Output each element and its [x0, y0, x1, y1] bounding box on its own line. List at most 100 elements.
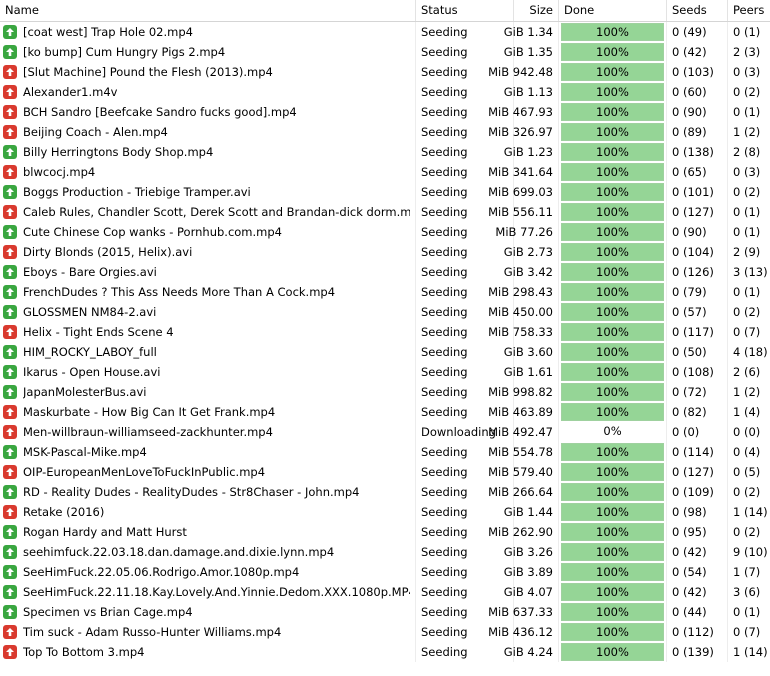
column-header-size[interactable]: Size [514, 0, 559, 21]
table-row[interactable]: Eboys - Bare Orgies.avi Seeding 3.42 GiB 10… [0, 262, 770, 282]
table-row[interactable]: [ko bump] Cum Hungry Pigs 2.mp4 Seeding 1.… [0, 42, 770, 62]
table-row[interactable]: FrenchDudes ? This Ass Needs More Than A… [0, 282, 770, 302]
progress-fill [562, 444, 663, 460]
table-row[interactable]: SeeHimFuck.22.11.18.Kay.Lovely.And.Yinni… [0, 582, 770, 602]
cell-size: 467.93 MiB [488, 102, 559, 122]
cell-peers: 3 (6) [733, 585, 761, 599]
column-header-seeds[interactable]: Seeds [667, 0, 728, 21]
cell-seeds: 0 (42) [667, 542, 728, 562]
cell-done: 100% [559, 542, 667, 562]
torrent-name: Men-willbraun-williamseed-zackhunter.mp4 [23, 425, 273, 439]
cell-status: Seeding [416, 342, 514, 362]
table-row[interactable]: Caleb Rules, Chandler Scott, Derek Scott… [0, 202, 770, 222]
cell-peers: 0 (1) [733, 205, 761, 219]
cell-status: Seeding [416, 462, 514, 482]
cell-done: 100% [559, 42, 667, 62]
cell-name: seehimfuck.22.03.18.dan.damage.and.dixie… [0, 542, 416, 562]
table-row[interactable]: [Slut Machine] Pound the Flesh (2013).mp… [0, 62, 770, 82]
cell-peers: 1 (7) [733, 565, 761, 579]
cell-status: Seeding [416, 362, 514, 382]
cell-size: 450.00 MiB [488, 302, 559, 322]
table-row[interactable]: Cute Chinese Cop wanks - Pornhub.com.mp4… [0, 222, 770, 242]
table-row[interactable]: [coat west] Trap Hole 02.mp4 Seeding 1.34 … [0, 22, 770, 42]
table-row[interactable]: Tim suck - Adam Russo-Hunter Williams.mp… [0, 622, 770, 642]
cell-seeds: 0 (127) [667, 202, 728, 222]
table-row[interactable]: BCH Sandro [Beefcake Sandro fucks good].… [0, 102, 770, 122]
cell-seeds: 0 (98) [667, 502, 728, 522]
cell-done: 100% [559, 622, 667, 642]
cell-seeds: 0 (104) [667, 242, 728, 262]
cell-done: 100% [559, 322, 667, 342]
table-row[interactable]: JapanMolesterBus.avi Seeding 998.82 MiB 100… [0, 382, 770, 402]
table-row[interactable]: Dirty Blonds (2015, Helix).avi Seeding 2.7… [0, 242, 770, 262]
cell-status: Seeding [416, 262, 514, 282]
cell-seeds: 0 (82) [667, 402, 728, 422]
cell-name: Helix - Tight Ends Scene 4 [0, 322, 416, 342]
cell-size: 77.26 MiB [495, 222, 559, 242]
torrent-name: Helix - Tight Ends Scene 4 [23, 325, 174, 339]
column-header-name[interactable]: Name [0, 0, 416, 21]
progress-fill [562, 404, 663, 420]
table-row[interactable]: Beijing Coach - Alen.mp4 Seeding 326.97 Mi… [0, 122, 770, 142]
table-row[interactable]: RD - Reality Dudes - RealityDudes - Str8… [0, 482, 770, 502]
cell-seeds: 0 (127) [667, 462, 728, 482]
cell-seeds: 0 (112) [667, 622, 728, 642]
download-arrow-icon [3, 85, 17, 99]
progress-bar: 100% [561, 103, 664, 121]
progress-fill [562, 524, 663, 540]
progress-fill [562, 464, 663, 480]
cell-status: Seeding [416, 582, 514, 602]
progress-label: 100% [596, 105, 629, 119]
table-row[interactable]: GLOSSMEN NM84-2.avi Seeding 450.00 MiB 100%… [0, 302, 770, 322]
table-row[interactable]: SeeHimFuck.22.05.06.Rodrigo.Amor.1080p.m… [0, 562, 770, 582]
progress-label: 100% [596, 605, 629, 619]
progress-fill [562, 324, 663, 340]
progress-fill [562, 564, 663, 580]
progress-label: 100% [596, 25, 629, 39]
upload-arrow-icon [3, 385, 17, 399]
table-row[interactable]: MSK-Pascal-Mike.mp4 Seeding 554.78 MiB 100%… [0, 442, 770, 462]
cell-name: Alexander1.m4v [0, 82, 416, 102]
cell-name: OIP-EuropeanMenLoveToFuckInPublic.mp4 [0, 462, 416, 482]
table-row[interactable]: Billy Herringtons Body Shop.mp4 Seeding 1.… [0, 142, 770, 162]
progress-label: 100% [596, 645, 629, 659]
table-row[interactable]: Specimen vs Brian Cage.mp4 Seeding 637.33 … [0, 602, 770, 622]
cell-status: Seeding [416, 62, 514, 82]
cell-name: Men-willbraun-williamseed-zackhunter.mp4 [0, 422, 416, 442]
table-row[interactable]: Maskurbate - How Big Can It Get Frank.mp… [0, 402, 770, 422]
cell-seeds: 0 (90) [667, 222, 728, 242]
progress-bar: 100% [561, 263, 664, 281]
table-row[interactable]: Ikarus - Open House.avi Seeding 1.61 GiB 10… [0, 362, 770, 382]
table-row[interactable]: seehimfuck.22.03.18.dan.damage.and.dixie… [0, 542, 770, 562]
cell-status: Seeding [416, 82, 514, 102]
table-row[interactable]: Rogan Hardy and Matt Hurst Seeding 262.90 … [0, 522, 770, 542]
cell-size: 492.47 MiB [488, 422, 559, 442]
table-row[interactable]: OIP-EuropeanMenLoveToFuckInPublic.mp4 See… [0, 462, 770, 482]
cell-name: [coat west] Trap Hole 02.mp4 [0, 22, 416, 42]
cell-size: 2.73 GiB [504, 242, 559, 262]
table-row[interactable]: Boggs Production - Triebige Tramper.avi S… [0, 182, 770, 202]
column-header-status[interactable]: Status [416, 0, 514, 21]
table-row[interactable]: Alexander1.m4v Seeding 1.13 GiB 100% 0 (60) 0… [0, 82, 770, 102]
cell-size: 3.42 GiB [504, 262, 559, 282]
cell-name: FrenchDudes ? This Ass Needs More Than A… [0, 282, 416, 302]
cell-name: Dirty Blonds (2015, Helix).avi [0, 242, 416, 262]
cell-size: 1.34 GiB [504, 22, 559, 42]
cell-status: Seeding [416, 302, 514, 322]
table-row[interactable]: Top To Bottom 3.mp4 Seeding 4.24 GiB 100% 0 … [0, 642, 770, 662]
column-header-done[interactable]: Done [559, 0, 667, 21]
table-row[interactable]: Retake (2016) Seeding 1.44 GiB 100% 0 (98) 1 … [0, 502, 770, 522]
cell-seeds: 0 (50) [667, 342, 728, 362]
torrent-name: BCH Sandro [Beefcake Sandro fucks good].… [23, 105, 297, 119]
progress-bar: 100% [561, 163, 664, 181]
cell-done: 100% [559, 262, 667, 282]
table-row[interactable]: HIM_ROCKY_LABOY_full Seeding 3.60 GiB 100% 0… [0, 342, 770, 362]
progress-fill [562, 224, 663, 240]
cell-peers: 1 (14) [733, 505, 768, 519]
cell-peers: 9 (10) [733, 545, 768, 559]
table-row[interactable]: Helix - Tight Ends Scene 4 Seeding 758.33 … [0, 322, 770, 342]
table-row[interactable]: blwcocj.mp4 Seeding 341.64 MiB 100% 0 (65) 0 … [0, 162, 770, 182]
table-row[interactable]: Men-willbraun-williamseed-zackhunter.mp4… [0, 422, 770, 442]
column-header-peers[interactable]: Peers [733, 3, 765, 17]
